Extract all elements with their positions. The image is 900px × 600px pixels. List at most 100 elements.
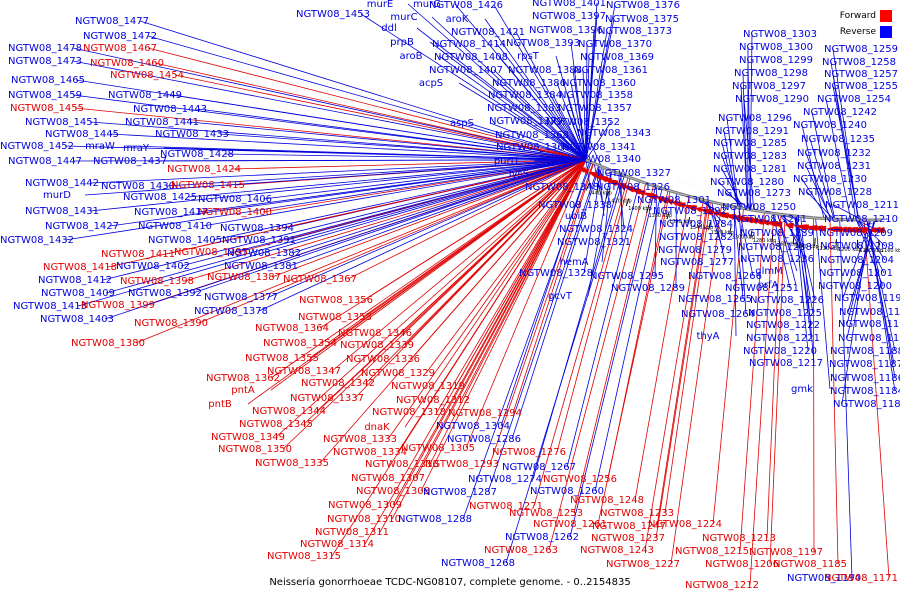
tick-label: 1160 kbp [881,248,900,254]
gene-label: NGTW08_1337 [290,393,364,404]
gene-label: NGTW08_1412 [38,275,112,286]
leader-line [718,181,743,209]
gene-label: NGTW08_1221 [746,333,820,344]
leader-line [801,178,829,219]
gene-label: NGTW08_1402 [116,261,190,272]
gene-label: NGTW08_1370 [578,39,652,50]
gene-label: NGTW08_1225 [748,308,822,319]
gene-label: NGTW08_1279 [658,245,732,256]
leader-line [551,107,587,161]
forward-gene-feature [842,226,858,233]
gene-label: NGTW08_1253 [509,508,583,519]
leader-line [102,159,587,281]
gene-label: NGTW08_1211 [825,200,899,211]
legend: Forward Reverse [840,8,892,40]
gene-label: NGTW08_1254 [817,94,891,105]
gene-label: murG [413,0,441,10]
tick-label: 1280 kbp [753,238,777,244]
gene-label: prfA [758,280,779,291]
leader-line [573,185,654,514]
gene-label: NGTW08_1437 [93,156,167,167]
legend-forward: Forward [840,8,892,24]
leader-line [271,159,587,278]
gene-label: NGTW08_1238 [738,242,812,253]
gene-label: NGTW08_1343 [577,128,651,139]
gene-label: NGTW08_1390 [134,318,208,329]
forward-gene-feature [816,225,823,232]
leader-line [560,146,587,161]
gene-label: aroB [400,51,423,62]
gene-label: NGTW08_1297 [732,81,806,92]
gene-label: mraW [85,141,115,152]
gene-label: NGTW08_1410 [138,221,212,232]
gene-label: aspS [450,118,474,129]
leader-line [262,159,587,213]
gene-label: NGTW08_1357 [558,103,632,114]
gene-label: NGTW08_1355 [245,353,319,364]
tick-mark [625,198,630,207]
gene-label: NGTW08_1280 [710,177,784,188]
tick-label: 1180 kbp [859,248,883,254]
gene-label: NGTW08_1430 [101,181,175,192]
forward-gene-feature [580,168,590,175]
leader-line [825,98,852,220]
leader-line [582,69,587,160]
genome-backbone [585,158,881,222]
gene-label: NGTW08_1333 [323,434,397,445]
leader-line [364,159,587,545]
gene-label: mraY [123,143,150,154]
leader-line [795,216,816,301]
leader-line [72,47,587,161]
gene-label: pntB [208,399,232,410]
leader-line [515,31,587,160]
gene-label: NGTW08_1361 [574,65,648,76]
gene-label: NGTW08_1289 [611,283,685,294]
gene-label: NGTW08_1264 [681,309,755,320]
leader-line [89,159,587,212]
legend-forward-swatch [880,10,892,22]
gene-label: NGTW08_1354 [263,338,337,349]
gene-label: NGTW08_1210 [824,214,898,225]
gene-label: NGTW08_1413 [13,301,87,312]
gene-label: NGTW08_1311 [315,527,389,538]
gene-label: NGTW08_1328 [519,268,593,279]
leader-line [656,200,708,527]
tick-label: 1220 kbp [817,246,841,252]
leader-line [202,159,587,227]
reverse-gene-feature [636,164,639,171]
gene-label: NGTW08_1379 [489,116,563,127]
gene-label: NGTW08_1277 [660,257,734,268]
leader-line [766,214,782,539]
leader-line [84,159,587,196]
gene-label: NGTW08_1224 [648,519,722,530]
leader-line [258,159,587,312]
leader-line [303,159,587,425]
leader-line [458,82,587,161]
gene-label: NGTW08_1392 [128,288,202,299]
gene-label: NGTW08_1281 [713,164,787,175]
gene-label: NGTW08_1368 [495,130,569,141]
gene-label: NGTW08_1233 [600,508,674,519]
gene-label: NGTW08_1185 [773,559,847,570]
tick-mark [729,226,732,235]
reverse-gene-feature [659,172,662,179]
gene-label: NGTW08_1188 [830,346,900,357]
gene-label: NGTW08_1334 [333,447,407,458]
gene-label: NGTW08_1431 [25,206,99,217]
gene-label: gcvT [548,291,573,302]
gene-label: NGTW08_1406 [198,194,272,205]
gene-label: NGTW08_1290 [735,94,809,105]
gene-label: ubiB [565,211,587,222]
forward-gene-feature [826,226,843,233]
leader-line [487,165,600,493]
gene-label: NGTW08_1293 [425,459,499,470]
leader-line [546,159,587,175]
gene-label: NGTW08_1287 [423,487,497,498]
gene-label: NGTW08_1353 [298,312,372,323]
gene-label: NGTW08_1443 [133,104,207,115]
leader-line [811,111,836,220]
leader-line [500,161,591,427]
gene-label: NGTW08_1427 [45,221,119,232]
gene-label: NGTW08_1360 [562,78,636,89]
gene-label: NGTW08_1393 [506,38,580,49]
